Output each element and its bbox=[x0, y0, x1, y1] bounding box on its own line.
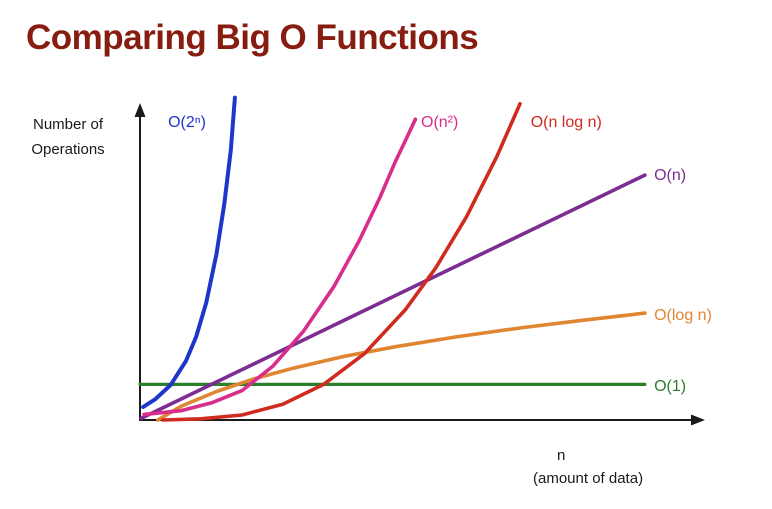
curve-o-2-n bbox=[141, 95, 237, 409]
label-o-1: O(1) bbox=[654, 378, 686, 395]
label-o-2-n: O(2ⁿ) bbox=[168, 114, 206, 131]
curve-o-log-n bbox=[156, 311, 647, 422]
series-layer bbox=[138, 95, 647, 422]
label-o-n-2: O(n²) bbox=[421, 114, 458, 131]
curve-o-n-2 bbox=[142, 117, 418, 417]
y-axis-label: Number of Operations bbox=[22, 112, 114, 162]
x-axis-arrow-icon bbox=[691, 414, 705, 426]
label-o-log-n: O(log n) bbox=[654, 307, 712, 324]
x-axis-label-description: (amount of data) bbox=[533, 470, 644, 487]
label-o-n-log-n: O(n log n) bbox=[531, 114, 602, 131]
axes bbox=[134, 103, 705, 426]
curve-o-n-log-n bbox=[161, 102, 522, 422]
chart-title: Comparing Big O Functions bbox=[26, 18, 479, 57]
curve-o-n bbox=[139, 173, 647, 421]
y-axis-label-line1: Number of bbox=[32, 116, 104, 133]
x-axis-label-symbol: n bbox=[557, 447, 566, 464]
label-o-n: O(n) bbox=[654, 167, 686, 184]
y-axis-label-line2: Operations bbox=[31, 141, 105, 158]
series-labels: O(2ⁿ) O(n²) O(n log n) O(n) O(log n) O(1) bbox=[168, 114, 712, 395]
y-axis-arrow-icon bbox=[134, 103, 146, 117]
